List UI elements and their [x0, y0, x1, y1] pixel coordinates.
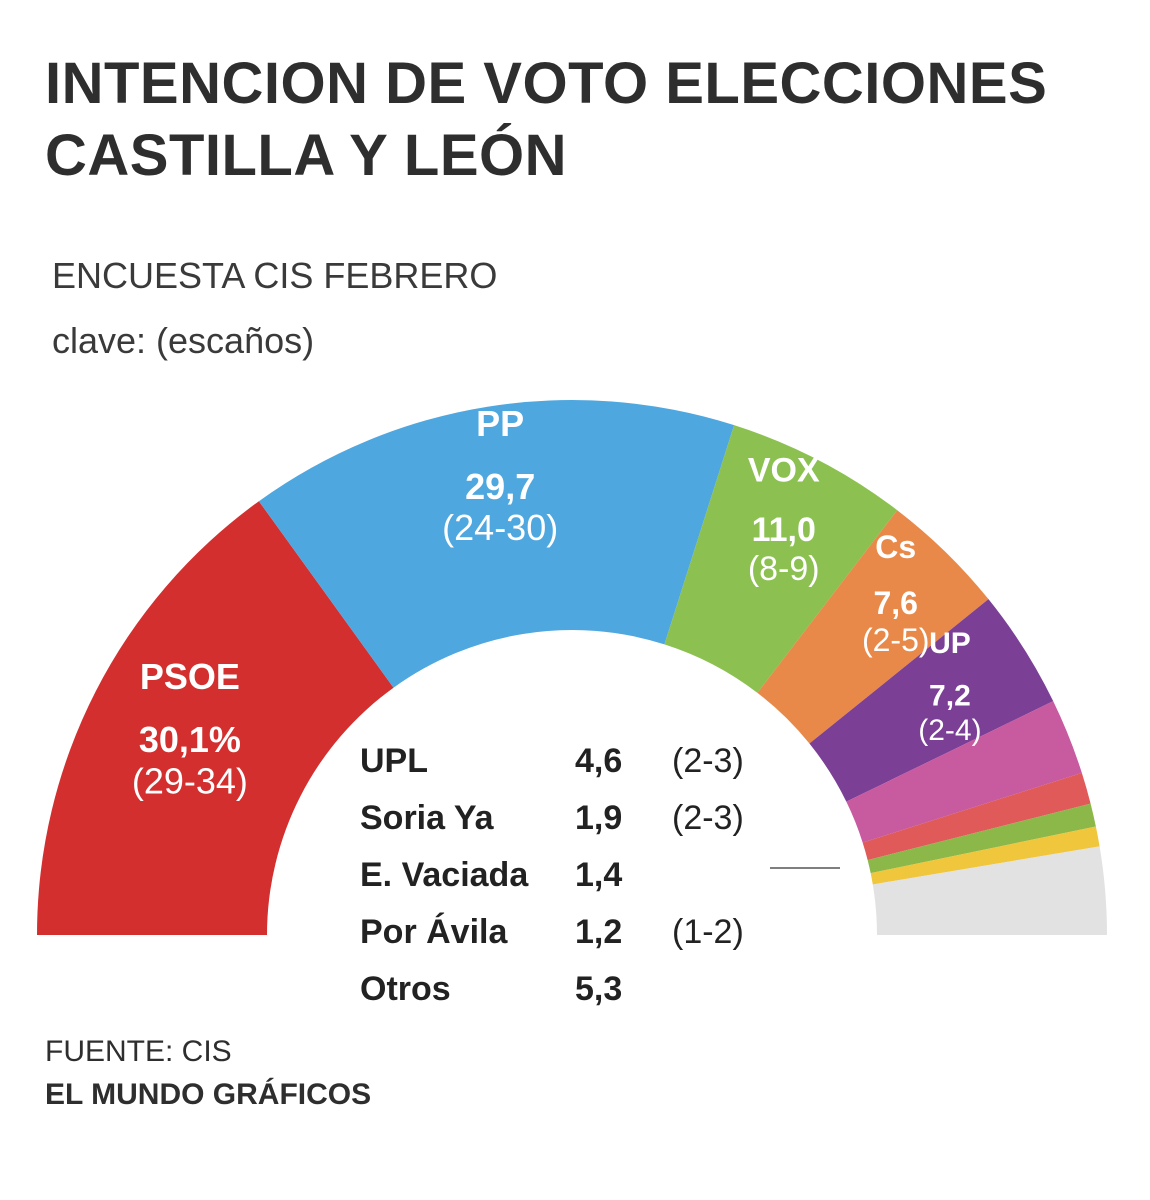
segment-value-pp: 29,7: [465, 466, 535, 507]
segment-up: [809, 599, 1054, 802]
hemicycle-segments: [37, 400, 1107, 935]
segment-seats-pp: (24-30): [442, 507, 558, 548]
segment-value-psoe: 30,1%: [139, 719, 241, 760]
segment-pp: [258, 400, 735, 688]
minor-parties-table: UPL 4,6 (2-3) Soria Ya 1,9 (2-3) E. Vaciada 1,4…: [360, 742, 744, 1008]
table-seats-soria-ya: (2-3): [672, 799, 744, 837]
segment-label-pp: PP: [476, 403, 524, 444]
table-party-upl: UPL: [360, 742, 428, 780]
chart-title: INTENCION DE VOTO ELECCIONES CASTILLA Y …: [45, 48, 1125, 192]
key-note: clave: (escaños): [52, 320, 315, 361]
segment-label-up: UP: [929, 627, 971, 660]
table-party-por-avila: Por Ávila: [360, 913, 508, 951]
segment-value-vox: 11,0: [752, 511, 816, 549]
title-line-2: CASTILLA Y LEÓN: [45, 123, 568, 188]
segment-labels: PSOE 30,1%(29-34) PP 29,7(24-30) VOX 11,0(8-9…: [132, 403, 982, 802]
segment-e-vaciada: [867, 803, 1096, 874]
segment-psoe: [37, 501, 394, 935]
credit-note: EL MUNDO GRÁFICOS: [45, 1078, 372, 1111]
segment-value-up: 7,2: [929, 680, 971, 713]
table-party-e-vaciada: E. Vaciada: [360, 856, 529, 894]
segment-vox: [664, 425, 898, 693]
segment-label-vox: VOX: [748, 451, 820, 489]
table-seats-upl: (2-3): [672, 742, 744, 780]
table-value-upl: 4,6: [575, 742, 622, 780]
table-party-otros: Otros: [360, 970, 451, 1008]
segment-label-cs: Cs: [875, 529, 916, 565]
title-line-1: INTENCION DE VOTO ELECCIONES: [45, 51, 1048, 116]
source-note: FUENTE: CIS: [45, 1035, 232, 1068]
table-value-otros: 5,3: [575, 970, 622, 1008]
table-value-soria-ya: 1,9: [575, 799, 622, 837]
segment-upl: [846, 701, 1082, 843]
segment-seats-vox: (8-9): [748, 550, 820, 588]
table-value-por-avila: 1,2: [575, 913, 622, 951]
segment-seats-up: (2-4): [918, 714, 981, 747]
segment-otros: [872, 846, 1107, 935]
segment-value-cs: 7,6: [873, 585, 917, 621]
segment-por-avila: [870, 826, 1100, 885]
segment-seats-cs: (2-5): [862, 622, 930, 658]
segment-cs: [757, 510, 989, 744]
table-party-soria-ya: Soria Ya: [360, 799, 495, 837]
table-value-e-vaciada: 1,4: [575, 856, 622, 894]
segment-soria-ya: [862, 772, 1091, 861]
chart-subtitle: ENCUESTA CIS FEBRERO: [52, 255, 498, 296]
segment-label-psoe: PSOE: [140, 656, 240, 697]
table-seats-por-avila: (1-2): [672, 913, 744, 951]
segment-seats-psoe: (29-34): [132, 761, 248, 802]
